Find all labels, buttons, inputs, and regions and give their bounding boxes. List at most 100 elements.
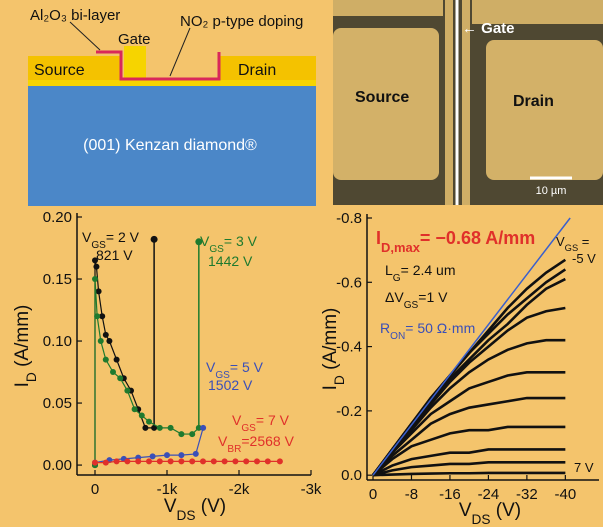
x-axis-title: VDS (V) xyxy=(459,500,521,527)
x-axis-title-sub: DS xyxy=(177,508,196,523)
data-point xyxy=(164,452,170,458)
y-tick-label: 0.0 xyxy=(341,467,362,484)
breakdown-point xyxy=(151,236,158,243)
data-point xyxy=(146,419,152,425)
x-tick-label: 0 xyxy=(91,481,99,498)
annotation-part: = 5 V xyxy=(230,359,264,375)
pad xyxy=(333,0,443,16)
source-label: Source xyxy=(355,89,409,106)
data-point xyxy=(200,425,206,431)
annotation-part: -5 V xyxy=(572,251,596,266)
annotation-part: 821 V xyxy=(96,247,133,263)
annotation: 1502 V xyxy=(208,377,253,393)
annotation-sub: GS xyxy=(404,300,419,311)
data-point xyxy=(103,460,109,466)
scale-bar-label: 10 µm xyxy=(536,185,567,197)
y-axis-title-sub: D xyxy=(332,375,347,385)
data-point xyxy=(106,338,112,344)
y-tick-label: -0.8 xyxy=(336,210,362,227)
x-tick-label: -16 xyxy=(439,486,461,503)
data-point xyxy=(92,276,98,282)
data-point xyxy=(157,458,163,464)
cross-section: Al₂O₃ bi-layer Gate NO₂ p-type doping So… xyxy=(28,7,316,206)
annotation: LG= 2.4 um xyxy=(385,262,456,284)
annotation-part: = 2.4 um xyxy=(401,262,456,278)
data-point xyxy=(200,458,206,464)
x-tick-label: -3k xyxy=(301,481,322,498)
data-point xyxy=(114,357,120,363)
data-point xyxy=(232,458,238,464)
source-label: Source xyxy=(34,62,85,79)
annotation-part: ΔV xyxy=(385,289,404,305)
data-point xyxy=(103,332,109,338)
series-line xyxy=(95,461,280,462)
y-axis-title-part: (A/mm) xyxy=(12,305,33,373)
x-tick-label: -40 xyxy=(554,486,576,503)
x-tick-label: -2k xyxy=(229,481,250,498)
x-tick-label: -8 xyxy=(405,486,418,503)
data-point xyxy=(193,451,199,457)
y-tick-label: 0.15 xyxy=(43,271,72,288)
drain-label: Drain xyxy=(513,93,554,110)
data-point xyxy=(110,369,116,375)
data-point xyxy=(277,458,283,464)
annotation-part: =2568 V xyxy=(241,433,294,449)
annotation-sub: ON xyxy=(390,331,405,342)
data-point xyxy=(168,425,174,431)
data-point xyxy=(124,388,130,394)
x-axis-title: VDS (V) xyxy=(164,496,226,523)
data-point xyxy=(103,357,109,363)
data-point xyxy=(142,425,148,431)
y-tick-label: 0.00 xyxy=(43,457,72,474)
annotation: VGS= 7 V xyxy=(232,412,290,434)
data-point xyxy=(146,458,152,464)
data-point xyxy=(168,458,174,464)
series-line xyxy=(95,260,154,465)
gate-metal xyxy=(124,46,146,78)
gate-label: Gate xyxy=(118,31,151,48)
annotation: 821 V xyxy=(96,247,133,263)
y-tick-label: 0.10 xyxy=(43,333,72,350)
y-tick-label: -0.2 xyxy=(336,403,362,420)
annotation-part: 1502 V xyxy=(208,377,253,393)
data-point xyxy=(178,431,184,437)
annotation: VGS= 3 V xyxy=(200,233,258,255)
y-tick-label: -0.6 xyxy=(336,274,362,291)
annotation-sub: D,max xyxy=(381,240,421,255)
data-point xyxy=(178,452,184,458)
y-axis-title: ID (A/mm) xyxy=(12,305,39,388)
annotation: ID,max= −0.68 A/mm xyxy=(376,228,535,255)
y-tick-label: 0.05 xyxy=(43,395,72,412)
data-point xyxy=(189,458,195,464)
data-point xyxy=(189,431,195,437)
figure: Al₂O₃ bi-layer Gate NO₂ p-type doping So… xyxy=(0,0,603,527)
doping-label: NO₂ p-type doping xyxy=(180,13,303,30)
y-axis-title-sub: D xyxy=(24,372,39,382)
gate-label: ← Gate xyxy=(462,20,515,37)
data-point xyxy=(139,412,145,418)
data-point xyxy=(132,406,138,412)
annotation: 7 V xyxy=(574,460,594,475)
x-axis-title-part: (V) xyxy=(196,496,227,517)
data-point xyxy=(222,458,228,464)
annotation: VBR=2568 V xyxy=(218,433,295,455)
data-point xyxy=(254,458,260,464)
data-point xyxy=(124,458,130,464)
annotation-sub: BR xyxy=(227,444,241,455)
x-tick-label: 0 xyxy=(369,486,377,503)
annotation: -5 V xyxy=(572,251,596,266)
annotation-sub: G xyxy=(393,273,401,284)
data-point xyxy=(92,460,98,466)
annotation-part: = 50 Ω·mm xyxy=(405,320,475,336)
annotation-part: V xyxy=(556,234,565,249)
fit-line xyxy=(373,218,570,475)
x-axis-title-part: V xyxy=(164,496,177,517)
data-point xyxy=(265,458,271,464)
data-point xyxy=(150,453,156,459)
oxide-label: Al₂O₃ bi-layer xyxy=(30,7,120,24)
y-axis-title-part: (A/mm) xyxy=(320,308,341,376)
drain-pad xyxy=(486,40,603,180)
series-line xyxy=(373,372,565,475)
annotation-part: =1 V xyxy=(418,289,448,305)
data-point xyxy=(178,458,184,464)
